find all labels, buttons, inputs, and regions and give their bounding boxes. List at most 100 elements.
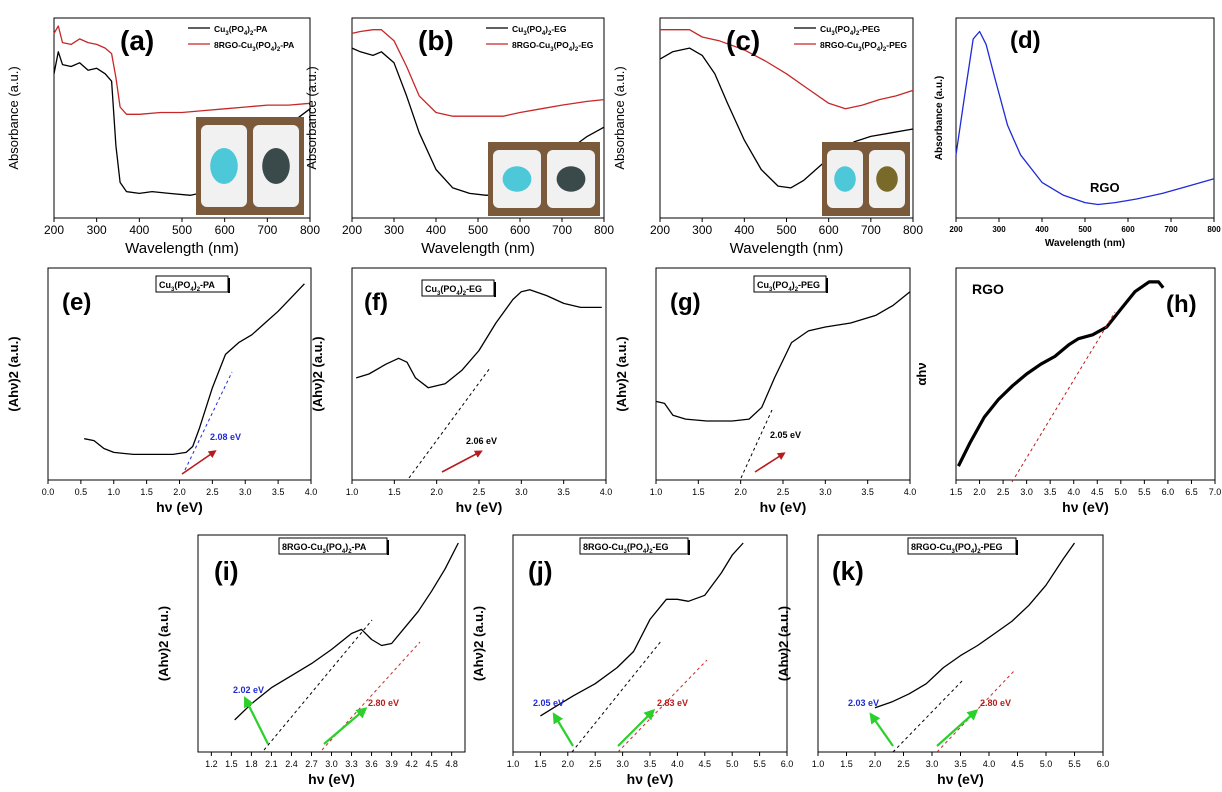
band-gap-arrow xyxy=(754,452,786,473)
panel-h-series-0 xyxy=(956,280,1165,467)
panel-a-label: (a) xyxy=(120,25,154,56)
band-gap-arrow xyxy=(869,712,894,747)
panel-k-xtick-label: 1.5 xyxy=(840,759,853,769)
panel-d-xlabel: Wavelength (nm) xyxy=(1045,238,1125,249)
panel-i-xtick-label: 4.2 xyxy=(405,759,418,769)
panel-i-xtick-label: 3.3 xyxy=(345,759,358,769)
panel-h-xtick-label: 6.5 xyxy=(1185,487,1198,497)
panel-k-xtick-label: 5.0 xyxy=(1040,759,1053,769)
sample-name: 8RGO-Cu3(PO4)2-PEG xyxy=(911,542,1003,555)
panel-h-xtick-label: 3.0 xyxy=(1020,487,1033,497)
panel-i-xtick-label: 2.1 xyxy=(265,759,278,769)
rgo-name: RGO xyxy=(972,281,1004,297)
band-gap-value: 2.83 eV xyxy=(657,698,688,708)
panel-c-label: (c) xyxy=(726,25,760,56)
panel-h-xtick-label: 5.5 xyxy=(1138,487,1151,497)
panel-e-xtick-label: 2.0 xyxy=(173,487,186,497)
sample-name: Cu3(PO4)2-PA xyxy=(159,280,215,293)
sample-powder xyxy=(876,166,898,192)
extrapolation-line xyxy=(263,619,373,751)
panel-b-xtick-label: 600 xyxy=(510,223,530,237)
panel-b-ylabel: Absorbance (a.u.) xyxy=(304,66,319,169)
panel-c-series-0 xyxy=(659,47,914,189)
panel-j-xtick-label: 1.5 xyxy=(534,759,547,769)
panel-k-xtick-label: 2.5 xyxy=(897,759,910,769)
panel-h-ylabel: αhν xyxy=(914,362,929,385)
panel-k-xlabel: hν (eV) xyxy=(937,771,984,787)
panel-c-series-1 xyxy=(660,29,914,110)
band-gap-value: 2.03 eV xyxy=(848,698,879,708)
sample-powder xyxy=(834,166,856,192)
panel-k-xtick-label: 6.0 xyxy=(1097,759,1110,769)
sample-photo xyxy=(488,142,600,216)
panel-g-xtick-label: 1.5 xyxy=(692,487,705,497)
panel-j-xtick-label: 4.5 xyxy=(699,759,712,769)
panel-h-xtick-label: 2.5 xyxy=(997,487,1010,497)
band-gap-arrow xyxy=(244,696,269,745)
panel-k-xtick-label: 1.0 xyxy=(812,759,825,769)
panel-g-label: (g) xyxy=(670,289,701,316)
sample-name: 8RGO-Cu3(PO4)2-PA xyxy=(282,542,367,555)
panel-f-xtick-label: 2.0 xyxy=(430,487,443,497)
panel-a-xtick-label: 400 xyxy=(129,223,149,237)
band-gap-arrow xyxy=(323,707,368,745)
panel-d-xtick-label: 600 xyxy=(1121,225,1135,234)
panel-i-xtick-label: 3.6 xyxy=(365,759,378,769)
panel-e-ylabel: (Ahν)2 (a.u.) xyxy=(6,336,21,411)
panel-h-frame xyxy=(955,267,1216,481)
legend-entry: Cu3(PO4)2-PA xyxy=(214,24,267,37)
panel-c-xtick-label: 300 xyxy=(692,223,712,237)
panel-a-xtick-label: 200 xyxy=(44,223,64,237)
panel-g-xlabel: hν (eV) xyxy=(760,499,807,515)
panel-k-xtick-label: 4.0 xyxy=(983,759,996,769)
sample-name: 8RGO-Cu3(PO4)2-EG xyxy=(583,542,669,555)
panel-d-xtick-label: 400 xyxy=(1035,225,1049,234)
panel-g-xtick-label: 3.0 xyxy=(819,487,832,497)
band-gap-value: 2.02 eV xyxy=(233,685,264,695)
panel-k-xtick-label: 5.5 xyxy=(1068,759,1081,769)
panel-g-ylabel: (Ahν)2 (a.u.) xyxy=(614,336,629,411)
panel-k-xtick-label: 4.5 xyxy=(1011,759,1024,769)
panel-i-ylabel: (Ahν)2 (a.u.) xyxy=(156,606,171,681)
panel-h-xtick-label: 1.5 xyxy=(950,487,963,497)
legend-entry: Cu3(PO4)2-EG xyxy=(512,24,567,37)
panel-j-xlabel: hν (eV) xyxy=(627,771,674,787)
panel-e-xtick-label: 0.5 xyxy=(75,487,88,497)
panel-c-ylabel: Absorbance (a.u.) xyxy=(612,66,627,169)
panel-e-xtick-label: 0.0 xyxy=(42,487,55,497)
panel-a-xtick-label: 800 xyxy=(300,223,320,237)
panel-i-label: (i) xyxy=(214,556,239,586)
panel-k-xtick-label: 3.0 xyxy=(926,759,939,769)
panel-g-series-0 xyxy=(655,291,911,422)
panel-e-xtick-label: 1.5 xyxy=(140,487,153,497)
panel-k-label: (k) xyxy=(832,556,864,586)
panel-i-xtick-label: 2.4 xyxy=(285,759,298,769)
sample-powder xyxy=(210,147,238,185)
panel-b-xtick-label: 800 xyxy=(594,223,614,237)
panel-g-xtick-label: 3.5 xyxy=(861,487,874,497)
band-gap-value: 2.06 eV xyxy=(466,436,497,446)
panel-d-xtick-label: 300 xyxy=(992,225,1006,234)
panel-f-frame xyxy=(351,267,607,481)
panel-k-xtick-label: 2.0 xyxy=(869,759,882,769)
panel-g-xtick-label: 4.0 xyxy=(904,487,917,497)
panel-j-xtick-label: 5.5 xyxy=(753,759,766,769)
sample-photo xyxy=(196,117,304,215)
panel-h-xtick-label: 7.0 xyxy=(1209,487,1222,497)
panel-c-xlabel: Wavelength (nm) xyxy=(730,240,844,257)
extrapolation-line xyxy=(571,639,663,753)
panel-j-label: (j) xyxy=(528,556,553,586)
panel-c-xtick-label: 700 xyxy=(861,223,881,237)
panel-i-xtick-label: 2.7 xyxy=(305,759,318,769)
band-gap-arrow xyxy=(441,450,483,473)
panel-f-label: (f) xyxy=(364,289,388,316)
panel-i-xtick-label: 3.9 xyxy=(385,759,398,769)
panel-f-ylabel: (Ahν)2 (a.u.) xyxy=(310,336,325,411)
panel-a-xlabel: Wavelength (nm) xyxy=(125,240,239,257)
sample-powder xyxy=(502,166,532,192)
panel-i-xtick-label: 4.5 xyxy=(425,759,438,769)
panel-d-xtick-label: 200 xyxy=(949,225,963,234)
panel-e-label: (e) xyxy=(62,289,91,316)
panel-j-xtick-label: 4.0 xyxy=(671,759,684,769)
